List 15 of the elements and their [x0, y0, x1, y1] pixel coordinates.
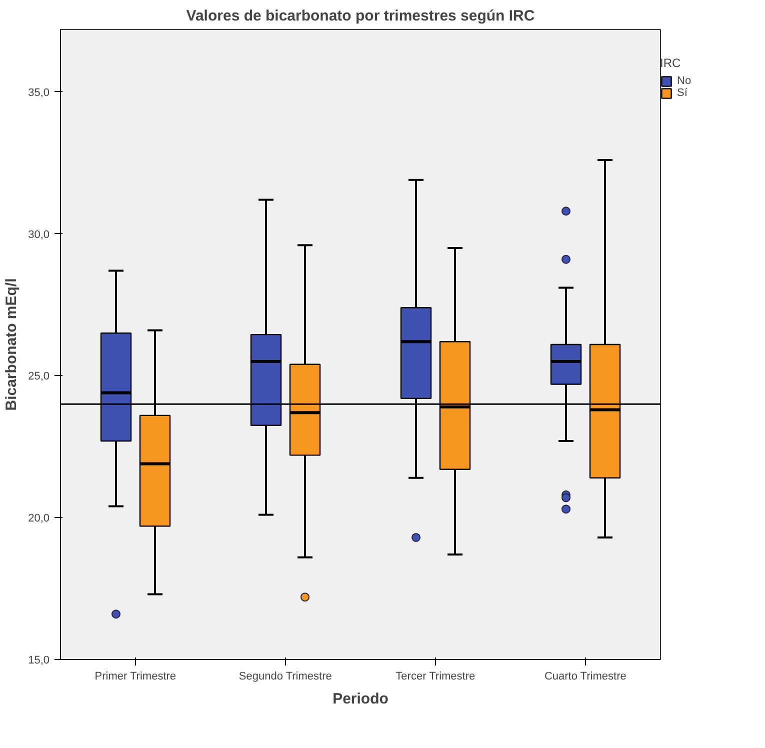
legend-title: IRC	[660, 56, 682, 70]
y-tick-label: 35,0	[28, 86, 50, 99]
chart-title: Valores de bicarbonato por trimestres según IRC	[186, 8, 535, 24]
x-axis-title: Periodo	[332, 690, 388, 708]
y-axis-title: Bicarbonato mEq/l	[3, 278, 20, 411]
x-tick-label: Tercer Trimestre	[396, 670, 476, 682]
x-tick-label: Cuarto Trimestre	[544, 670, 626, 682]
x-tick-label: Segundo Trimestre	[238, 670, 332, 682]
y-tick-label: 25,0	[28, 370, 50, 383]
y-tick-label: 15,0	[28, 654, 50, 666]
legend-label: No	[677, 75, 692, 87]
y-tick-label: 20,0	[28, 512, 50, 525]
legend-label: Sí	[677, 87, 688, 99]
x-tick-label: Primer Trimestre	[94, 670, 176, 682]
y-tick-label: 30,0	[28, 228, 50, 241]
